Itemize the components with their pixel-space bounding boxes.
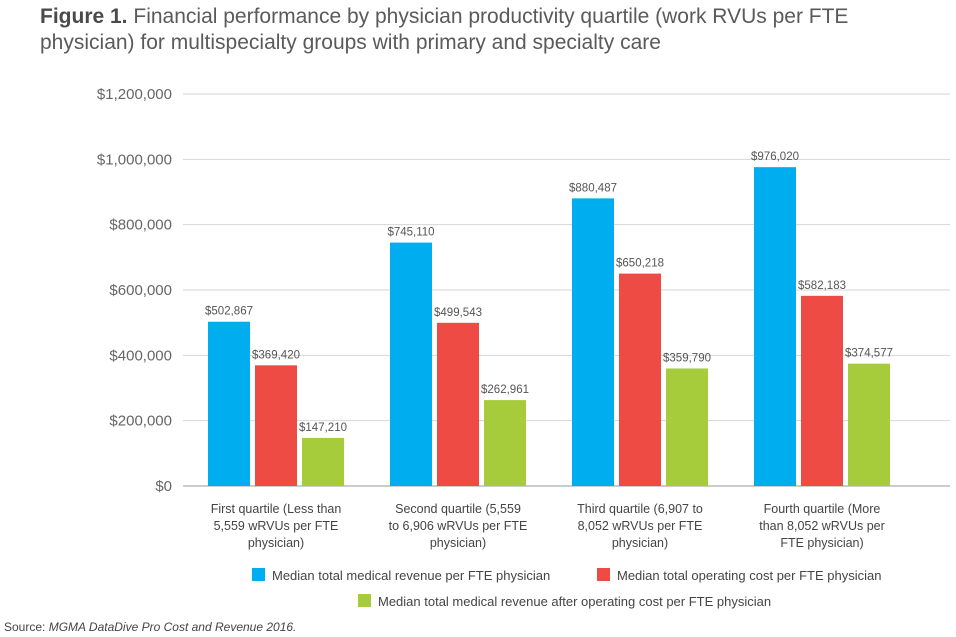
legend-swatch (597, 568, 610, 581)
x-tick-label: First quartile (Less than (211, 502, 342, 516)
x-tick-label: 5,559 wRVUs per FTE (214, 519, 339, 533)
bar (801, 295, 843, 486)
x-tick-label: Third quartile (6,907 to (577, 502, 703, 516)
bar (619, 273, 661, 486)
x-tick-label: FTE physician) (780, 536, 863, 550)
data-label: $976,020 (751, 151, 799, 163)
y-tick-label: $1,200,000 (97, 86, 172, 103)
x-tick-label: physician) (612, 536, 668, 550)
x-tick-label: Second quartile (5,559 (395, 502, 521, 516)
y-tick-label: $400,000 (109, 347, 172, 364)
bar (484, 400, 526, 486)
legend-swatch (358, 594, 371, 607)
y-tick-label: $600,000 (109, 282, 172, 299)
x-tick-label: Fourth quartile (More (764, 502, 881, 516)
data-label: $502,867 (205, 306, 253, 318)
x-tick-label: physician) (248, 536, 304, 550)
data-label: $147,210 (299, 422, 347, 434)
source-note: Source: MGMA DataDive Pro Cost and Reven… (4, 620, 296, 634)
data-label: $745,110 (387, 227, 434, 239)
x-tick-label: physician) (430, 536, 486, 550)
y-tick-label: $200,000 (109, 413, 172, 430)
data-label: $374,577 (845, 348, 893, 360)
source-text: MGMA DataDive Pro Cost and Revenue 2016. (48, 620, 297, 634)
x-tick-label: than 8,052 wRVUs per (759, 519, 885, 533)
data-label: $650,218 (616, 258, 664, 270)
y-tick-label: $0 (155, 478, 172, 495)
chart-title: Figure 1. Financial performance by physi… (40, 4, 940, 56)
y-tick-label: $800,000 (109, 217, 172, 234)
figure-label: Figure 1. (40, 5, 128, 28)
bar (666, 368, 708, 486)
bar (390, 242, 432, 486)
bar (848, 363, 890, 486)
bar (302, 437, 344, 486)
bar (255, 365, 297, 486)
bar (572, 198, 614, 486)
data-label: $582,183 (798, 280, 846, 292)
title-text: Financial performance by physician produ… (40, 5, 849, 54)
legend-label: Median total medical revenue per FTE phy… (272, 568, 550, 583)
data-label: $369,420 (252, 349, 300, 361)
y-tick-label: $1,000,000 (97, 151, 172, 168)
data-label: $880,487 (569, 182, 617, 194)
data-label: $359,790 (663, 352, 711, 364)
legend-label: Median total operating cost per FTE phys… (617, 568, 881, 583)
data-label: $499,543 (434, 307, 482, 319)
x-tick-label: 8,052 wRVUs per FTE (578, 519, 703, 533)
x-tick-label: to 6,906 wRVUs per FTE (389, 519, 528, 533)
bar (437, 322, 479, 486)
data-label: $262,961 (481, 384, 529, 396)
legend-swatch (252, 568, 265, 581)
bar (208, 321, 250, 486)
bar (754, 167, 796, 486)
source-prefix: Source: (4, 620, 49, 634)
legend-label: Median total medical revenue after opera… (378, 594, 771, 609)
